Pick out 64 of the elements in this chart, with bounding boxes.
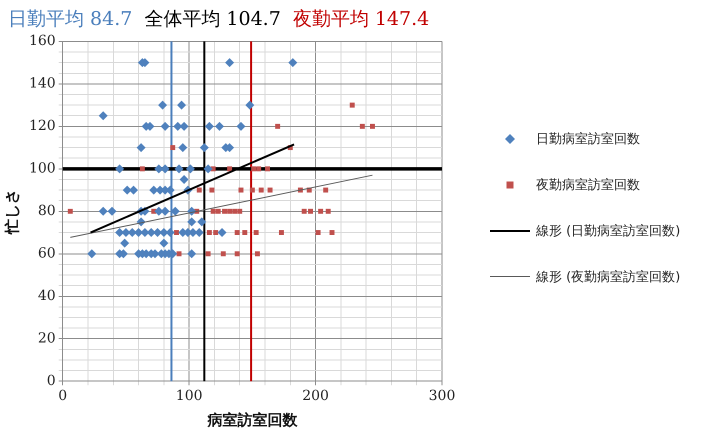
- point: [238, 188, 244, 193]
- legend-label: 線形 (夜勤病室訪室回数): [536, 269, 680, 286]
- y-tick-label: 160: [28, 33, 56, 50]
- y-tick-label: 140: [28, 76, 56, 92]
- point: [213, 230, 218, 236]
- point: [265, 166, 270, 172]
- point: [206, 230, 212, 236]
- point: [256, 166, 262, 172]
- point: [250, 188, 255, 193]
- point: [220, 251, 226, 256]
- point: [308, 208, 313, 214]
- y-tick-label: 100: [28, 160, 56, 176]
- point: [370, 124, 375, 129]
- point: [234, 251, 240, 256]
- point: [258, 188, 264, 193]
- point: [68, 208, 73, 214]
- point: [206, 251, 211, 256]
- point: [278, 230, 284, 236]
- x-tick-label: 0: [58, 388, 68, 404]
- y-tick-label: 80: [38, 202, 56, 219]
- point: [302, 208, 307, 214]
- y-axis-title: 忙しさ: [2, 188, 21, 235]
- point: [242, 230, 248, 236]
- point: [174, 230, 179, 236]
- point: [330, 230, 334, 236]
- y-tick-label: 40: [38, 288, 56, 304]
- ref-line-label: 日勤平均 84.7: [8, 8, 132, 30]
- point: [140, 166, 145, 172]
- point: [268, 188, 273, 193]
- point: [176, 251, 182, 256]
- y-tick-label: 120: [28, 118, 56, 134]
- point: [318, 208, 324, 214]
- point: [232, 208, 238, 214]
- legend-label: 日勤病室訪室回数: [536, 131, 640, 148]
- x-tick-label: 100: [176, 388, 203, 404]
- x-axis-title: 病室訪室回数: [206, 410, 298, 429]
- point: [254, 251, 260, 256]
- point: [216, 208, 221, 214]
- point: [350, 102, 355, 108]
- y-tick-label: 20: [38, 330, 56, 346]
- point: [222, 208, 228, 214]
- point: [237, 208, 242, 214]
- ref-line-label: 全体平均 104.7: [144, 8, 281, 30]
- point: [196, 188, 202, 193]
- y-tick-label: 60: [38, 245, 56, 262]
- ref-line-label: 夜勤平均 147.4: [292, 8, 430, 30]
- legend-label: 夜勤病室訪室回数: [536, 177, 640, 194]
- x-tick-label: 300: [428, 388, 456, 404]
- point: [326, 208, 331, 214]
- point: [170, 145, 176, 150]
- point: [254, 230, 259, 236]
- y-tick-label: 0: [46, 372, 56, 389]
- point: [210, 208, 216, 214]
- point: [275, 124, 280, 129]
- x-tick-label: 200: [302, 388, 329, 404]
- point: [234, 230, 240, 236]
- point: [251, 166, 256, 172]
- legend-label: 線形 (日勤病室訪室回数): [536, 223, 680, 240]
- point: [227, 166, 232, 172]
- point: [209, 188, 214, 193]
- point: [316, 230, 321, 236]
- point: [227, 208, 232, 214]
- point: [323, 188, 328, 193]
- point: [360, 124, 365, 129]
